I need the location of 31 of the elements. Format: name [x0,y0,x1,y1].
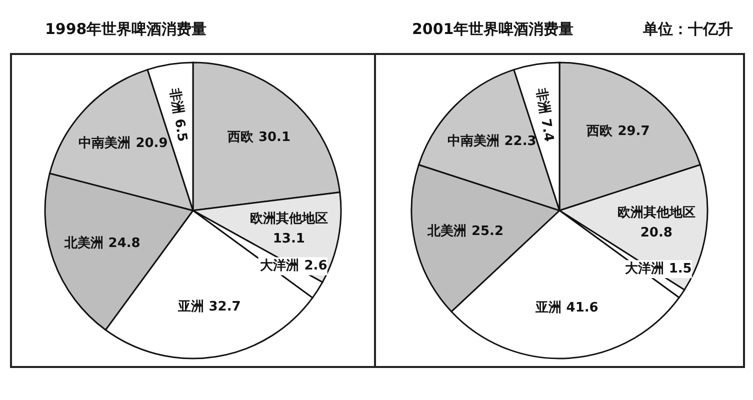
slice-label: 北美洲 [63,234,104,251]
data-label: 41.6 [566,300,598,316]
slice-label: 大洋洲 [260,258,300,274]
data-label: 13.1 [272,232,305,247]
data-label: 29.7 [618,124,650,139]
data-label: 2.6 [304,258,328,274]
slice-label: 非洲 [532,86,552,116]
slice-label: 北美洲 [426,223,466,240]
data-label: 7.4 [538,118,556,143]
chart-title: 2001年世界啤酒消费量 [412,20,574,39]
slice-label: 西欧 [226,130,254,145]
data-label: 32.7 [208,300,241,315]
data-label: 30.1 [258,130,291,145]
slice-label: 中南美洲 [447,132,500,149]
slice-label: 非洲 [166,86,186,116]
slice-label: 大洋洲 [624,262,664,277]
text: 单位：十亿升 [643,20,733,39]
slice-label: 欧洲其他地区 [617,205,696,220]
data-label: 6.5 [171,118,190,143]
data-label: 24.8 [108,236,140,251]
data-label: 22.3 [504,134,536,149]
data-label: 1.5 [668,262,692,277]
data-label: 25.2 [471,224,504,240]
slice-label: 欧洲其他地区 [250,212,328,227]
slice-label: 亚洲 [176,300,204,315]
slice-label: 亚洲 [534,300,562,316]
slice-label: 西欧 [586,124,614,139]
data-label: 20.8 [640,225,672,240]
slice-label: 中南美洲 [78,134,131,151]
chart-title: 1998年世界啤酒消费量 [45,20,207,39]
data-label: 20.9 [136,136,168,151]
